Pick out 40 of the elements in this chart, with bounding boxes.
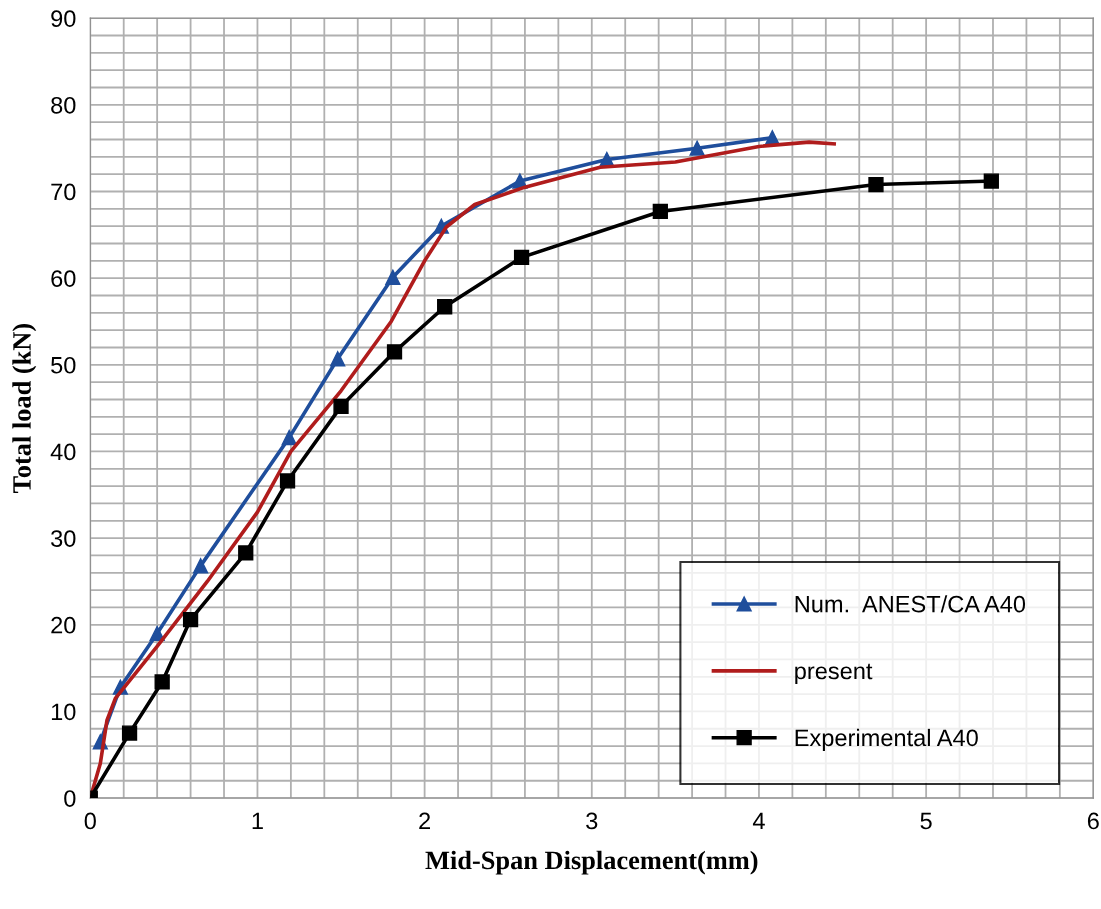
point — [121, 725, 138, 741]
point — [182, 611, 199, 628]
x-tick-label: 1 — [252, 812, 263, 830]
point — [281, 429, 297, 446]
point — [868, 176, 884, 193]
point — [983, 173, 999, 189]
point — [149, 625, 165, 642]
point — [513, 249, 530, 265]
y-axis-title: Total load (kN) — [12, 324, 37, 494]
y-tick-label: 70 — [51, 183, 76, 201]
point — [330, 351, 346, 367]
legend-label: Experimental A40 — [795, 728, 978, 751]
x-tick-label: 3 — [586, 812, 598, 830]
y-tick-label: 90 — [51, 10, 76, 27]
point — [279, 473, 296, 489]
point — [154, 674, 170, 690]
x-tick-label: 2 — [419, 812, 430, 830]
point — [437, 299, 453, 315]
y-tick-label: 80 — [51, 96, 76, 114]
y-tick-label: 20 — [51, 616, 76, 634]
point — [689, 140, 705, 156]
point — [192, 558, 209, 574]
x-tick-label: 6 — [1087, 812, 1099, 830]
x-tick-label: 0 — [84, 812, 96, 830]
legend-label: Num. ANEST/CA A40 — [795, 595, 1026, 613]
x-tick-label: 5 — [920, 812, 932, 830]
y-tick-label: 40 — [50, 443, 76, 461]
y-tick-label: 0 — [64, 790, 76, 807]
point — [385, 269, 401, 285]
legend-label: present — [795, 663, 873, 685]
point — [386, 344, 403, 360]
point — [333, 398, 349, 415]
y-tick-label: 10 — [51, 703, 76, 721]
y-tick-label: 30 — [51, 530, 76, 547]
point — [652, 203, 668, 220]
x-axis-title: Mid-Span Displacement(mm) — [425, 850, 758, 875]
y-tick-label: 50 — [51, 356, 76, 374]
x-tick-label: 4 — [752, 812, 765, 830]
point — [238, 545, 254, 561]
y-tick-label: 60 — [51, 270, 76, 287]
